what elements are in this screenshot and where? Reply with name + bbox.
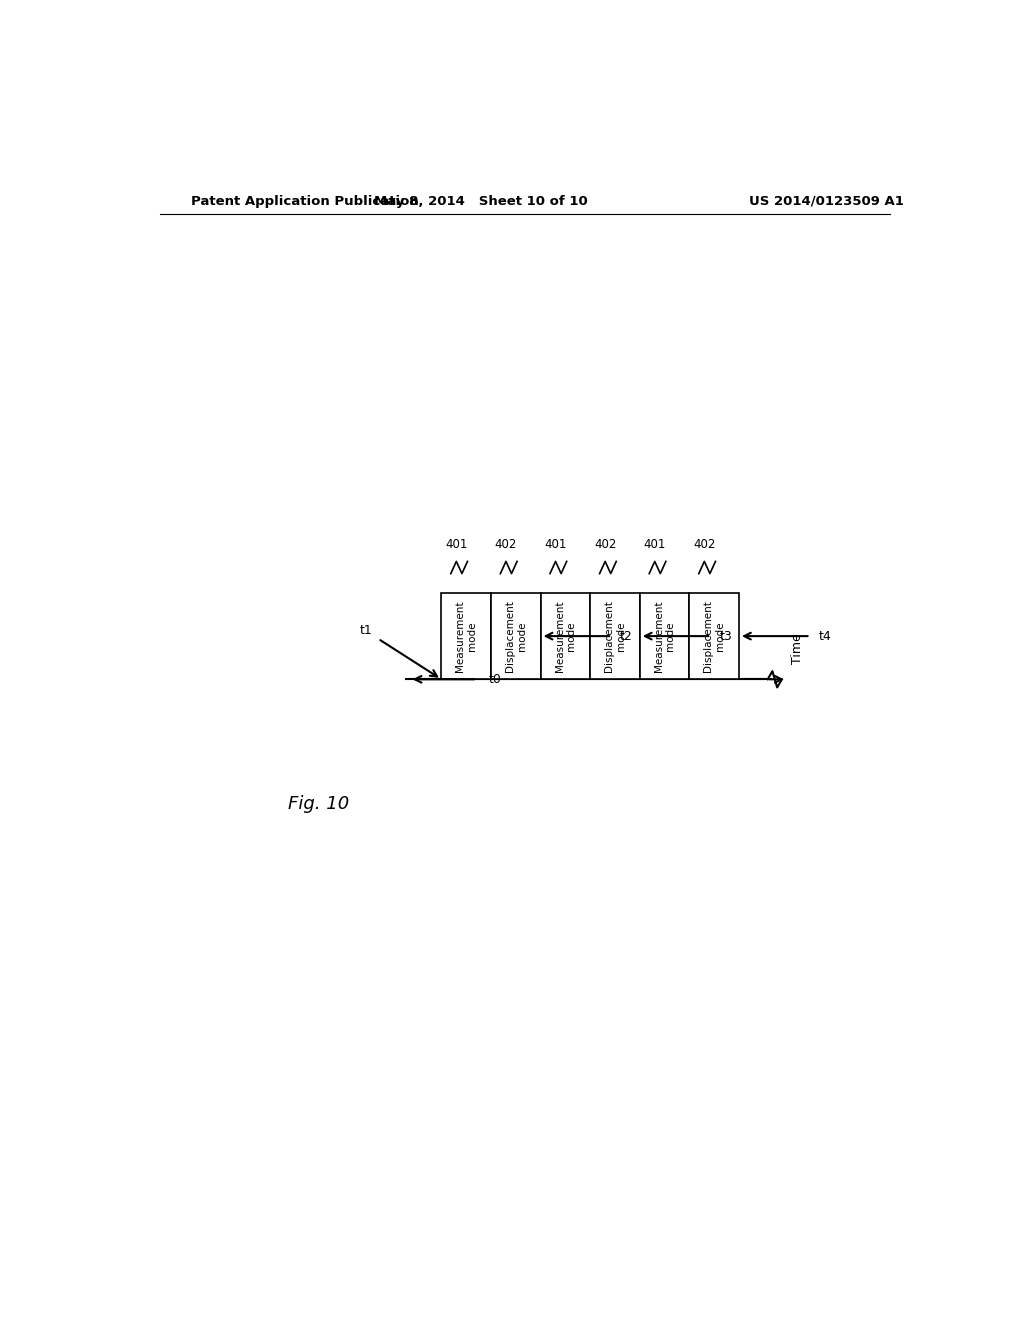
Text: Displacement
mode: Displacement mode [604,601,626,672]
Text: Time: Time [791,634,804,664]
Text: 401: 401 [644,539,666,552]
Text: May 8, 2014   Sheet 10 of 10: May 8, 2014 Sheet 10 of 10 [375,194,588,207]
Text: Measurement
mode: Measurement mode [555,601,577,672]
Text: Measurement
mode: Measurement mode [654,601,676,672]
Text: 402: 402 [693,539,716,552]
Text: Fig. 10: Fig. 10 [288,795,349,813]
Text: Displacement
mode: Displacement mode [703,601,725,672]
Text: Measurement
mode: Measurement mode [456,601,477,672]
Text: Patent Application Publication: Patent Application Publication [191,194,419,207]
Bar [492,593,541,680]
Bar [640,593,689,680]
Text: 401: 401 [545,539,567,552]
Bar [441,593,492,680]
Text: t3: t3 [719,630,732,643]
Bar [590,593,640,680]
Text: t1: t1 [359,624,373,638]
Text: 402: 402 [495,539,517,552]
Text: Displacement
mode: Displacement mode [505,601,526,672]
Text: 401: 401 [445,539,468,552]
Bar [541,593,590,680]
Text: US 2014/0123509 A1: US 2014/0123509 A1 [749,194,904,207]
Text: 402: 402 [594,539,616,552]
Text: t2: t2 [620,630,633,643]
Text: t4: t4 [818,630,831,643]
Bar [689,593,739,680]
Text: t0: t0 [489,673,502,686]
